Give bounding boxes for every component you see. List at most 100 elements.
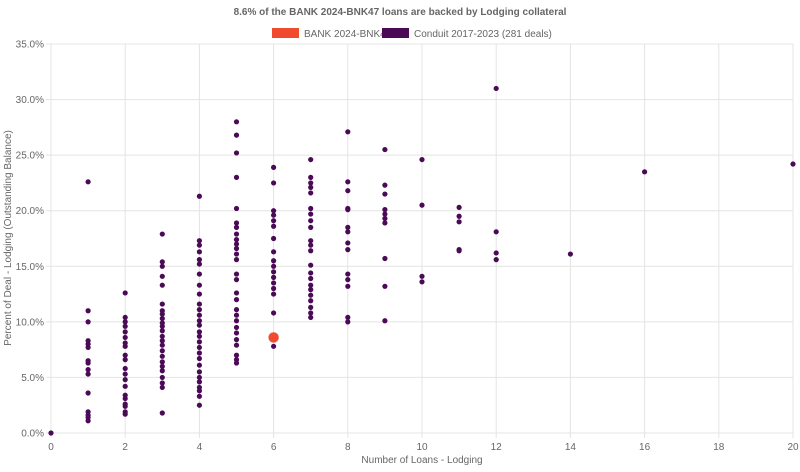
conduit-point[interactable] xyxy=(85,390,91,396)
conduit-point[interactable] xyxy=(233,342,240,348)
conduit-point[interactable] xyxy=(196,350,202,356)
conduit-point[interactable] xyxy=(493,257,499,263)
conduit-point[interactable] xyxy=(642,169,648,175)
conduit-point[interactable] xyxy=(196,291,202,297)
conduit-point[interactable] xyxy=(308,248,314,254)
conduit-point[interactable] xyxy=(159,363,165,369)
conduit-point[interactable] xyxy=(271,212,277,218)
conduit-point[interactable] xyxy=(271,223,277,229)
conduit-point[interactable] xyxy=(159,273,165,279)
conduit-point[interactable] xyxy=(233,119,240,125)
conduit-point[interactable] xyxy=(196,193,202,199)
conduit-point[interactable] xyxy=(196,344,202,351)
conduit-point[interactable] xyxy=(456,248,462,254)
conduit-point[interactable] xyxy=(196,362,202,368)
conduit-point[interactable] xyxy=(456,213,462,219)
conduit-point[interactable] xyxy=(382,215,388,222)
conduit-point[interactable] xyxy=(271,263,277,269)
conduit-point[interactable] xyxy=(308,184,314,190)
conduit-point[interactable] xyxy=(196,322,202,328)
conduit-point[interactable] xyxy=(196,238,202,244)
conduit-point[interactable] xyxy=(233,150,240,156)
conduit-point[interactable] xyxy=(196,374,202,381)
conduit-point[interactable] xyxy=(196,301,202,307)
conduit-point[interactable] xyxy=(85,371,91,377)
conduit-point[interactable] xyxy=(85,319,91,325)
conduit-point[interactable] xyxy=(345,224,351,230)
conduit-point[interactable] xyxy=(196,312,202,318)
conduit-point[interactable] xyxy=(196,402,202,408)
legend-item-conduit[interactable]: Conduit 2017-2023 (281 deals) xyxy=(382,28,552,40)
conduit-point[interactable] xyxy=(122,290,128,296)
conduit-point[interactable] xyxy=(308,282,314,288)
conduit-point[interactable] xyxy=(159,338,165,344)
conduit-point[interactable] xyxy=(233,257,240,263)
conduit-point[interactable] xyxy=(233,318,240,324)
conduit-point[interactable] xyxy=(159,374,165,381)
conduit-point[interactable] xyxy=(493,250,499,256)
conduit-point[interactable] xyxy=(233,330,240,336)
conduit-point[interactable] xyxy=(196,369,202,375)
conduit-point[interactable] xyxy=(159,231,165,237)
conduit-point[interactable] xyxy=(271,343,277,349)
conduit-point[interactable] xyxy=(271,285,277,292)
conduit-point[interactable] xyxy=(308,314,314,321)
conduit-point[interactable] xyxy=(196,261,202,267)
conduit-point[interactable] xyxy=(345,207,351,213)
conduit-point[interactable] xyxy=(308,218,314,224)
conduit-point[interactable] xyxy=(122,352,128,358)
conduit-point[interactable] xyxy=(419,273,425,279)
conduit-point[interactable] xyxy=(382,211,388,217)
conduit-point[interactable] xyxy=(271,274,277,280)
conduit-point[interactable] xyxy=(85,344,91,351)
conduit-point[interactable] xyxy=(196,388,202,394)
conduit-point[interactable] xyxy=(233,251,240,257)
conduit-point[interactable] xyxy=(159,353,165,359)
conduit-point[interactable] xyxy=(122,365,128,372)
conduit-point[interactable] xyxy=(159,368,165,374)
conduit-point[interactable] xyxy=(233,271,240,277)
conduit-point[interactable] xyxy=(196,333,202,339)
conduit-point[interactable] xyxy=(271,269,277,275)
conduit-point[interactable] xyxy=(308,180,314,186)
conduit-point[interactable] xyxy=(271,258,277,264)
conduit-point[interactable] xyxy=(345,319,351,325)
conduit-point[interactable] xyxy=(308,174,314,180)
conduit-point[interactable] xyxy=(233,132,240,138)
conduit-point[interactable] xyxy=(271,310,277,316)
conduit-point[interactable] xyxy=(122,395,128,402)
conduit-point[interactable] xyxy=(345,188,351,194)
conduit-point[interactable] xyxy=(419,156,425,163)
conduit-point[interactable] xyxy=(233,245,240,252)
conduit-point[interactable] xyxy=(233,231,240,237)
conduit-point[interactable] xyxy=(122,377,128,383)
conduit-point[interactable] xyxy=(122,323,128,329)
conduit-point[interactable] xyxy=(233,224,240,230)
conduit-point[interactable] xyxy=(122,319,128,325)
conduit-point[interactable] xyxy=(233,360,240,366)
conduit-point[interactable] xyxy=(159,282,165,288)
conduit-point[interactable] xyxy=(122,343,128,349)
conduit-point[interactable] xyxy=(308,190,314,196)
conduit-point[interactable] xyxy=(233,337,240,343)
conduit-point[interactable] xyxy=(382,255,388,262)
conduit-point[interactable] xyxy=(382,283,388,289)
conduit-point[interactable] xyxy=(85,308,91,314)
conduit-point[interactable] xyxy=(159,410,165,416)
conduit-point[interactable] xyxy=(382,207,388,213)
conduit-point[interactable] xyxy=(382,182,388,188)
conduit-point[interactable] xyxy=(233,220,240,226)
conduit-point[interactable] xyxy=(456,204,462,210)
conduit-point[interactable] xyxy=(233,290,240,296)
conduit-point[interactable] xyxy=(122,383,128,389)
conduit-point[interactable] xyxy=(122,334,128,341)
conduit-point[interactable] xyxy=(122,357,128,363)
conduit-point[interactable] xyxy=(233,297,240,303)
conduit-point[interactable] xyxy=(48,430,54,436)
conduit-point[interactable] xyxy=(493,85,499,92)
conduit-point[interactable] xyxy=(122,314,128,321)
conduit-point[interactable] xyxy=(159,259,165,265)
conduit-point[interactable] xyxy=(308,292,314,298)
conduit-point[interactable] xyxy=(271,291,277,297)
conduit-point[interactable] xyxy=(308,242,314,248)
